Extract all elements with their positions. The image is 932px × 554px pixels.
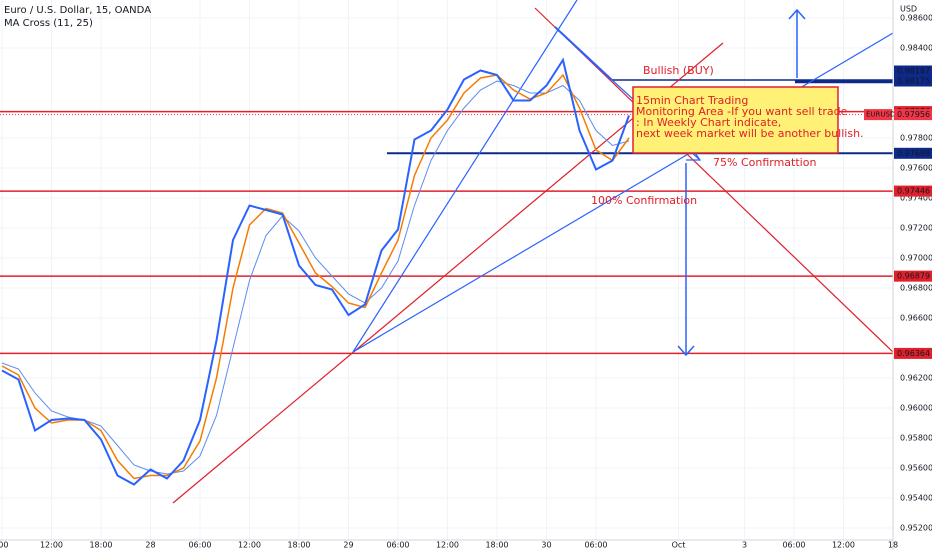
trend-lines <box>172 0 894 504</box>
arrow-head <box>677 345 695 357</box>
current-price-bg <box>894 109 932 121</box>
current-price: 0.97956 <box>897 110 930 119</box>
annotation: Monitoring Area -If you want sell trade <box>636 105 848 118</box>
level-label: 0.96364 <box>897 349 930 358</box>
y-tick-label: 0.98600 <box>900 14 932 23</box>
annotation: 100% Confirmation <box>591 194 697 207</box>
trend-line <box>554 26 613 81</box>
y-tick-label: 0.97400 <box>900 194 932 203</box>
trend-line <box>534 7 894 353</box>
x-tick-label: 18:00 <box>485 541 508 550</box>
y-tick-label: 0.97000 <box>900 254 932 263</box>
x-tick-label: 18:00 <box>89 541 112 550</box>
trend-line <box>352 32 894 353</box>
trend-line <box>352 0 578 353</box>
x-tick-label: 12:00 <box>436 541 459 550</box>
indicator-label: MA Cross (11, 25) <box>4 18 93 29</box>
y-tick-label: 0.97600 <box>900 164 932 173</box>
x-tick-label: 28 <box>145 541 155 550</box>
annotation: 15min Chart Trading <box>636 94 748 107</box>
level-label: 0.98175 <box>897 77 930 86</box>
chart-title: Euro / U.S. Dollar, 15, OANDA <box>4 5 151 16</box>
x-tick-label: 3 <box>742 541 747 550</box>
x-tick-label: 12:00 <box>40 541 63 550</box>
x-tick-label: 18 <box>888 541 898 550</box>
annotation: next week market will be another bullish… <box>636 127 864 140</box>
x-tick-label: 06:00 <box>584 541 607 550</box>
axes: 0.98600 0.98400 0.97800 0.97600 0.97400 0.972… <box>0 14 932 550</box>
y-tick-label: 0.95600 <box>900 464 932 473</box>
x-tick-label: Oct <box>672 541 686 550</box>
annotation-box <box>632 86 839 154</box>
level-label: 0.98187 <box>897 67 930 76</box>
trend-line <box>172 42 724 504</box>
x-tick-label: 06:00 <box>386 541 409 550</box>
x-tick-label: 12:00 <box>238 541 261 550</box>
level-label-bg <box>894 185 932 197</box>
annotation: Bullish (BUY) <box>643 64 714 77</box>
current-symbol-bg <box>864 109 892 121</box>
level-label-bg <box>894 270 932 282</box>
y-tick-label: 0.96600 <box>900 314 932 323</box>
x-tick-label: 06:00 <box>188 541 211 550</box>
x-tick-label: :00 <box>0 541 8 550</box>
level-label-bg <box>894 65 932 77</box>
series-line <box>1 73 630 480</box>
x-tick-label: 30 <box>541 541 551 550</box>
y-tick-label: 0.97200 <box>900 224 932 233</box>
series <box>1 57 630 486</box>
y-tick-label: 0.95200 <box>900 524 932 533</box>
level-label: 0.96879 <box>897 272 930 281</box>
annotation: 75% Confirmattion <box>713 156 816 169</box>
x-tick-label: 29 <box>343 541 353 550</box>
series-line <box>1 57 630 486</box>
current-symbol: EURUSD <box>866 111 895 119</box>
level-label-bg <box>894 347 932 359</box>
annotation: : In Weekly Chart indicate, <box>636 116 781 129</box>
y-tick-label: 0.96800 <box>900 284 932 293</box>
level-label: 0.97698 <box>897 149 930 158</box>
y-tick-label: 0.95800 <box>900 434 932 443</box>
grid <box>0 0 894 540</box>
x-tick-label: 12:00 <box>832 541 855 550</box>
y-tick-label: 0.95400 <box>900 494 932 503</box>
arrow-head <box>788 8 806 20</box>
x-tick-label: 06:00 <box>782 541 805 550</box>
y-tick-label: 0.98400 <box>900 44 932 53</box>
y-tick-label: 0.96000 <box>900 404 932 413</box>
y-tick-label: 0.96200 <box>900 374 932 383</box>
currency-label: USD <box>900 5 917 14</box>
level-label-bg <box>894 147 932 159</box>
x-tick-label: 18:00 <box>287 541 310 550</box>
series-line <box>1 80 630 475</box>
y-tick-label: 0.97800 <box>900 134 932 143</box>
level-label: 0.97446 <box>897 187 930 196</box>
level-label-bg <box>894 75 932 87</box>
